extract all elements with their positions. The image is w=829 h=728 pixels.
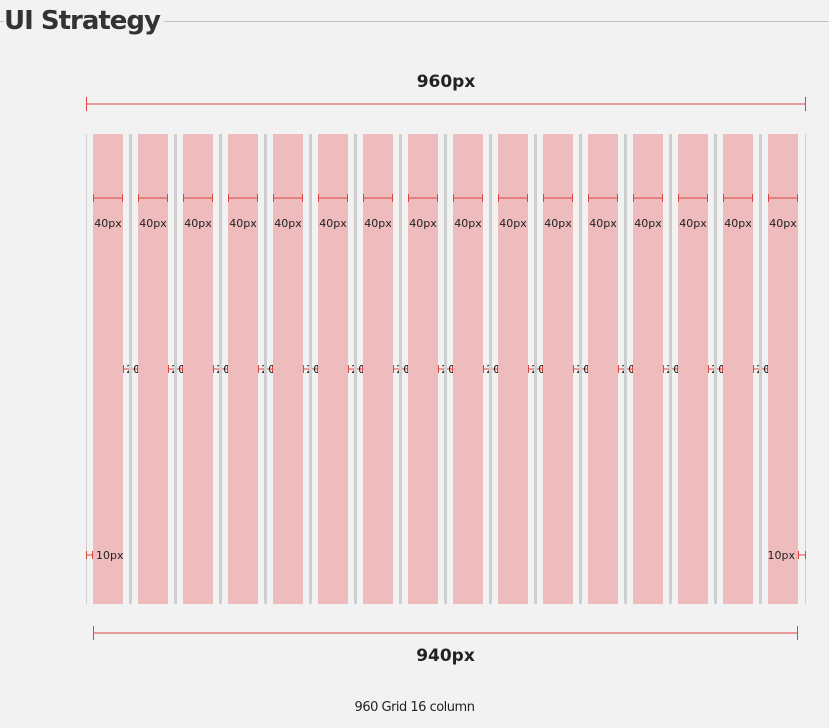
column-width-label: 40px — [634, 217, 662, 230]
margin-label-left: 10px — [96, 549, 124, 562]
grid-column — [543, 134, 573, 604]
column-width-label: 40px — [499, 217, 527, 230]
column-width-label: 40px — [409, 217, 437, 230]
grid-column — [93, 134, 123, 604]
margin-label-right: 10px — [768, 549, 796, 562]
column-width-label: 40px — [229, 217, 257, 230]
column-width-label: 40px — [94, 217, 122, 230]
column-width-label: 40px — [544, 217, 572, 230]
grid-column — [633, 134, 663, 604]
total-width-label: 960px — [417, 72, 476, 92]
page-title: UI Strategy — [4, 3, 164, 39]
title-divider — [0, 21, 829, 22]
grid-column — [453, 134, 483, 604]
content-width-label: 940px — [416, 646, 475, 666]
column-width-label: 40px — [454, 217, 482, 230]
column-width-label: 40px — [364, 217, 392, 230]
grid-column — [228, 134, 258, 604]
grid-column — [183, 134, 213, 604]
column-width-label: 40px — [139, 217, 167, 230]
grid-caption: 960 Grid 16 column — [354, 700, 475, 715]
grid-column — [138, 134, 168, 604]
column-width-label: 40px — [769, 217, 797, 230]
grid-column — [363, 134, 393, 604]
column-width-label: 40px — [724, 217, 752, 230]
column-width-label: 40px — [589, 217, 617, 230]
grid-column — [588, 134, 618, 604]
grid-column — [273, 134, 303, 604]
grid-column — [498, 134, 528, 604]
grid-column — [768, 134, 798, 604]
column-width-label: 40px — [679, 217, 707, 230]
grid-column — [723, 134, 753, 604]
column-width-label: 40px — [274, 217, 302, 230]
column-width-label: 40px — [184, 217, 212, 230]
grid-column — [408, 134, 438, 604]
grid-column — [678, 134, 708, 604]
column-width-label: 40px — [319, 217, 347, 230]
grid-column — [318, 134, 348, 604]
